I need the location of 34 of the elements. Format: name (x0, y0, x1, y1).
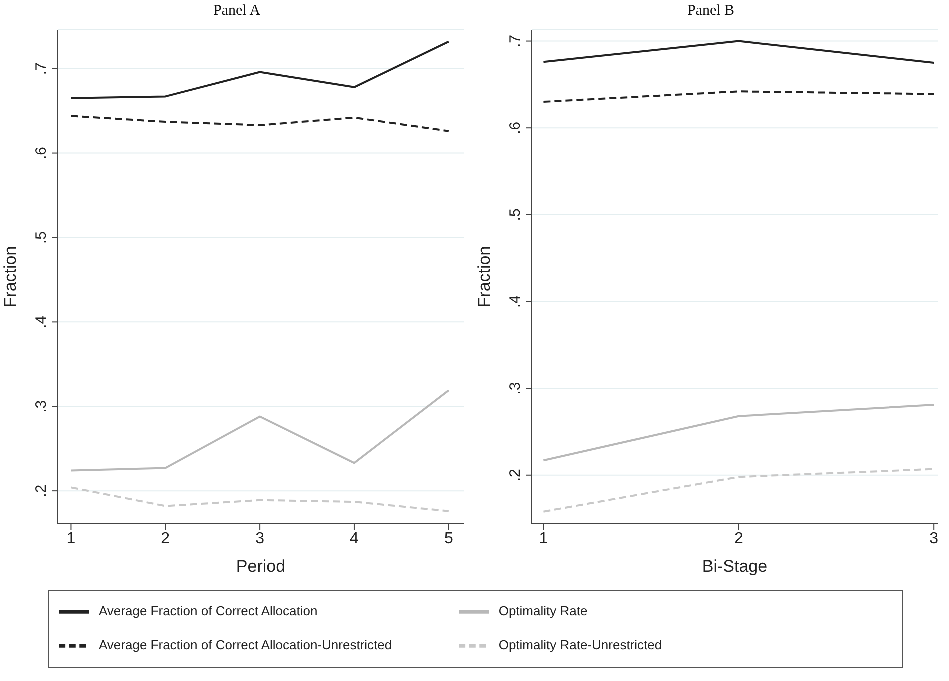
legend-label: Optimality Rate-Unrestricted (498, 637, 662, 652)
y-tick-label: .3 (507, 382, 524, 395)
legend-label: Average Fraction of Correct Allocation (99, 603, 318, 618)
y-axis-title: Fraction (1, 246, 20, 308)
x-tick-label: 3 (930, 530, 939, 548)
x-tick-label: 2 (161, 530, 170, 548)
line-series (70, 486, 450, 512)
y-tick-label: .5 (33, 231, 50, 244)
x-tick-label: 3 (256, 530, 265, 548)
y-tick-label: .4 (507, 295, 524, 308)
y-tick-label: .7 (33, 62, 50, 76)
legend-label: Optimality Rate (498, 603, 588, 618)
y-tick-label: .2 (33, 484, 50, 498)
y-tick-label: .6 (507, 122, 524, 134)
line-series (70, 115, 450, 132)
y-tick-label: .7 (507, 35, 524, 48)
line-series (70, 40, 450, 100)
x-tick-label: 2 (734, 530, 744, 548)
y-axis-title: Fraction (475, 246, 494, 308)
y-tick-label: .6 (33, 147, 50, 160)
x-tick-label: 5 (444, 530, 454, 548)
x-axis-title: Bi-Stage (702, 557, 768, 576)
x-tick-label: 1 (539, 530, 548, 548)
chart-title: Panel A (212, 2, 262, 21)
y-tick-label: .2 (507, 469, 524, 482)
x-tick-label: 1 (66, 530, 76, 548)
y-tick-label: .3 (33, 400, 50, 413)
x-axis-title: Period (236, 557, 286, 576)
y-tick-label: .5 (507, 208, 524, 222)
x-tick-label: 4 (350, 530, 360, 548)
legend-label: Average Fraction of Correct Allocation-Unrestricted (99, 637, 392, 652)
y-tick-label: .4 (33, 316, 50, 328)
chart-title: Panel B (686, 2, 736, 21)
line-series (70, 390, 450, 472)
